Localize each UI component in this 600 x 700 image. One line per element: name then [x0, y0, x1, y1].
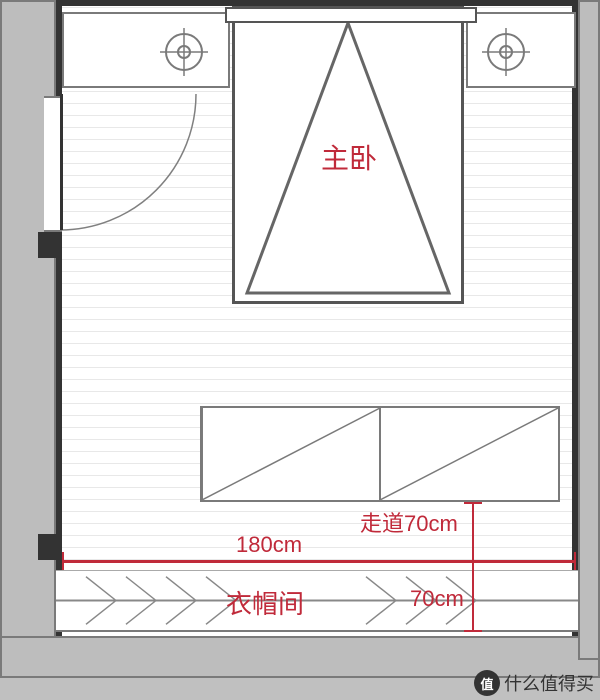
aisle-label: 走道70cm [360, 506, 458, 538]
bed-headboard [225, 7, 477, 23]
closet-hatch-icon [56, 571, 578, 630]
wall-right-strip [572, 0, 578, 636]
dim-180-tick-left [62, 552, 64, 570]
watermark-badge-icon: 值 [474, 670, 500, 696]
bed: 主卧 [232, 6, 464, 304]
bench-diagonals-icon [202, 408, 558, 500]
wall-bump-1 [38, 232, 62, 258]
dim-180-line [62, 560, 576, 563]
lamp-left-icon [160, 28, 208, 76]
door-arc [60, 94, 200, 234]
dim-closet-tick-bot [464, 630, 482, 632]
watermark-text: 什么值得买 [504, 670, 594, 696]
wall-bump-2 [38, 534, 62, 560]
depth-70-label: 70cm [410, 586, 464, 612]
closet [56, 570, 578, 632]
watermark: 值 什么值得买 [474, 670, 594, 696]
width-180-label: 180cm [236, 532, 302, 558]
dim-closet-line [472, 562, 474, 632]
outer-wall-right [578, 0, 600, 660]
closet-label: 衣帽间 [226, 584, 304, 621]
nightstand-right [466, 12, 576, 88]
nightstand-left [62, 12, 230, 88]
dim-aisle-tick-top [464, 502, 482, 504]
bench [200, 406, 560, 502]
dim-180-tick-right [574, 552, 576, 570]
master-bedroom-label: 主卧 [321, 137, 377, 177]
lamp-right-icon [482, 28, 530, 76]
